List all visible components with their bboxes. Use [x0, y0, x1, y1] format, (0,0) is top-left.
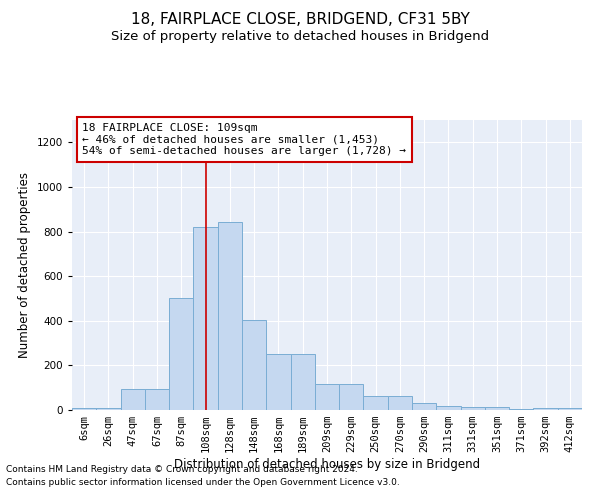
Text: Contains public sector information licensed under the Open Government Licence v3: Contains public sector information licen…	[6, 478, 400, 487]
Bar	[266, 354, 290, 410]
Bar	[533, 408, 558, 410]
Bar	[388, 396, 412, 410]
Bar	[315, 384, 339, 410]
Bar	[242, 320, 266, 410]
Bar	[218, 222, 242, 410]
Bar	[290, 354, 315, 410]
Bar	[364, 396, 388, 410]
Text: 18, FAIRPLACE CLOSE, BRIDGEND, CF31 5BY: 18, FAIRPLACE CLOSE, BRIDGEND, CF31 5BY	[131, 12, 469, 28]
Bar	[509, 409, 533, 410]
Bar	[169, 298, 193, 410]
X-axis label: Distribution of detached houses by size in Bridgend: Distribution of detached houses by size …	[174, 458, 480, 471]
Bar	[461, 406, 485, 410]
Bar	[72, 408, 96, 410]
Bar	[485, 406, 509, 410]
Bar	[96, 408, 121, 410]
Text: Size of property relative to detached houses in Bridgend: Size of property relative to detached ho…	[111, 30, 489, 43]
Text: Contains HM Land Registry data © Crown copyright and database right 2024.: Contains HM Land Registry data © Crown c…	[6, 466, 358, 474]
Bar	[145, 389, 169, 410]
Text: 18 FAIRPLACE CLOSE: 109sqm
← 46% of detached houses are smaller (1,453)
54% of s: 18 FAIRPLACE CLOSE: 109sqm ← 46% of deta…	[82, 123, 406, 156]
Bar	[339, 384, 364, 410]
Bar	[193, 227, 218, 410]
Y-axis label: Number of detached properties: Number of detached properties	[18, 172, 31, 358]
Bar	[558, 408, 582, 410]
Bar	[436, 406, 461, 410]
Bar	[412, 404, 436, 410]
Bar	[121, 389, 145, 410]
